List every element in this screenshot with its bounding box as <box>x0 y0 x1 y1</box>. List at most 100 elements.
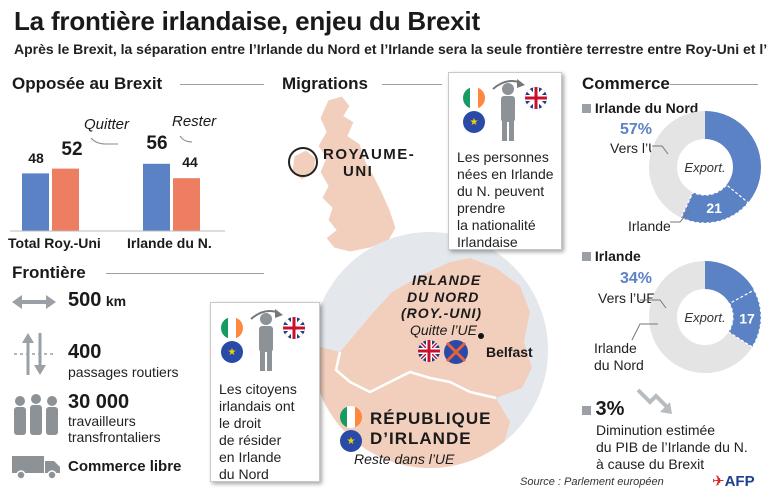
ni-value-label: Irlande <box>628 218 671 234</box>
migration-card-roi: ★ Les citoyens irlandais ont le droit de… <box>210 302 320 482</box>
commerce-heading: Commerce <box>582 74 670 93</box>
card2-eu-flag-icon: ★ <box>221 341 243 363</box>
afp-logo-text: AFP <box>724 473 755 490</box>
ie-value-label-2: du Nord <box>594 357 644 373</box>
legend-rester: Rester <box>172 113 217 130</box>
downtrend-arrow-icon <box>636 388 672 414</box>
ni-pct: 57% <box>620 121 653 138</box>
page-title: La frontière irlandaise, enjeu du Brexit <box>14 6 480 36</box>
uk-label-2: UNI <box>343 163 374 180</box>
ie-donut-center-label: Export. <box>684 310 725 325</box>
eu-flag-crossed-icon <box>444 340 468 364</box>
card1-arrow-icon <box>492 79 525 90</box>
ni-donut-center-label: Export. <box>684 160 725 175</box>
card1-ireland-flag-icon <box>463 87 485 109</box>
distance-value: 500 km <box>68 289 126 312</box>
brexit-bar-chart <box>10 163 225 232</box>
card2-line-1: Les citoyens <box>219 381 297 397</box>
card2-uk-flag-icon <box>283 317 305 339</box>
legend-leader-lines <box>90 135 193 145</box>
commerce-ie-heading-text: Irlande <box>594 248 641 264</box>
gdp-row: 3% <box>582 398 624 421</box>
ireland-flag-icon <box>340 406 362 428</box>
card2-line-5: en Irlande <box>219 449 282 465</box>
belfast-label: Belfast <box>486 344 533 360</box>
border-line <box>334 351 497 400</box>
gdp-line-1: Diminution estimée <box>596 422 716 438</box>
afp-logo-mark: ✈ <box>712 473 725 490</box>
ie-value-label-1: Irlande <box>594 340 637 356</box>
card1-line-3: du N. peuvent <box>457 183 545 199</box>
truck-icon <box>12 456 60 480</box>
gdp-line-2: du PIB de l’Irlande du N. <box>596 439 748 455</box>
card1-line-6: Irlandaise <box>457 234 518 250</box>
bar-label-total: Total Roy.-Uni <box>8 235 101 251</box>
card1-person-icon <box>501 83 515 141</box>
ie-donut-value-label: 17 <box>739 310 755 326</box>
card2-arrow-icon <box>250 309 283 320</box>
card2-line-3: le droit <box>219 415 262 431</box>
migration-card-ni: ★ Les personnes nées en Irlande du N. pe… <box>448 72 562 250</box>
km-value: 500 <box>68 289 102 311</box>
bar-value-total-rester: 48 <box>28 150 44 166</box>
passages-value: 400 <box>68 341 102 363</box>
gdp-line-3: à cause du Brexit <box>596 456 705 472</box>
bar-value-ni-rester: 56 <box>146 133 168 154</box>
source-note: Source : Parlement européen <box>520 476 664 488</box>
migrations-heading-rule <box>382 84 442 85</box>
brexit-heading-rule <box>180 84 264 85</box>
gdp-bullet-icon <box>582 406 591 415</box>
uk-flag-icon <box>418 340 440 362</box>
ni-status: Quitte l’UE <box>410 322 477 338</box>
bar-ni-quitter <box>173 178 200 231</box>
commerce-ni-heading: Irlande du Nord <box>582 100 698 116</box>
card1-line-1: Les personnes <box>457 149 549 165</box>
card2-line-6: du Nord <box>219 466 269 482</box>
ie-pct: 34% <box>620 270 653 287</box>
roi-status: Reste dans l’UE <box>354 451 455 467</box>
commerce-donuts: 21 Export. 17 Export. <box>631 111 762 373</box>
frontiere-heading: Frontière <box>12 263 86 282</box>
ie-donut-sub-slice <box>727 289 762 348</box>
bar-value-total-quitter: 52 <box>61 139 83 160</box>
ie-pct-label: Vers l’UE <box>598 290 656 306</box>
ni-value-leader-line <box>670 209 691 223</box>
commerce-libre: Commerce libre <box>68 458 182 475</box>
card1-line-4: prendre <box>457 200 506 216</box>
passages-label: passages routiers <box>68 364 179 380</box>
workers-icon <box>14 394 58 435</box>
commerce-ni-heading-text: Irlande du Nord <box>594 100 699 116</box>
workers-label-2: transfrontaliers <box>68 429 161 445</box>
commerce-ie-heading: Irlande <box>582 248 641 264</box>
bar-value-ni-quitter: 44 <box>182 154 198 170</box>
legend-quitter: Quitter <box>84 116 130 133</box>
road-crossing-icon <box>14 333 54 375</box>
card1-eu-flag-icon: ★ <box>463 111 485 133</box>
distance-arrows-icon <box>12 295 56 309</box>
workers-value: 30 000 <box>68 391 130 413</box>
afp-logo: ✈AFP <box>712 472 755 490</box>
bar-label-ni: Irlande du N. <box>127 235 212 251</box>
card1-line-2: nées en Irlande <box>457 166 554 182</box>
ni-label-3: (ROY.-UNI) <box>401 305 483 321</box>
uk-label-1: ROYAUME- <box>323 146 416 163</box>
card1-uk-flag-icon <box>525 87 547 109</box>
ni-label-2: DU NORD <box>407 289 480 305</box>
ni-donut-sub-slice <box>680 184 749 224</box>
gdp-value: 3% <box>595 398 625 420</box>
commerce-heading-rule <box>670 84 758 85</box>
roi-label-1: RÉPUBLIQUE <box>370 409 492 428</box>
card2-person-icon <box>259 313 273 371</box>
card2-line-4: de résider <box>219 432 282 448</box>
bar-total-rester <box>22 173 49 231</box>
ie-bullet-icon <box>582 252 591 261</box>
migrations-heading: Migrations <box>282 74 368 93</box>
page-subtitle: Après le Brexit, la séparation entre l’I… <box>14 41 768 57</box>
card1-line-5: la nationalité <box>457 217 536 233</box>
uk-map <box>288 95 397 253</box>
frontiere-heading-rule <box>106 273 264 274</box>
card2-ireland-flag-icon <box>221 317 243 339</box>
eu-flag-icon: ★ <box>340 430 362 452</box>
card2-line-2: irlandais ont <box>219 398 295 414</box>
roi-label-2: D’IRLANDE <box>370 429 472 448</box>
